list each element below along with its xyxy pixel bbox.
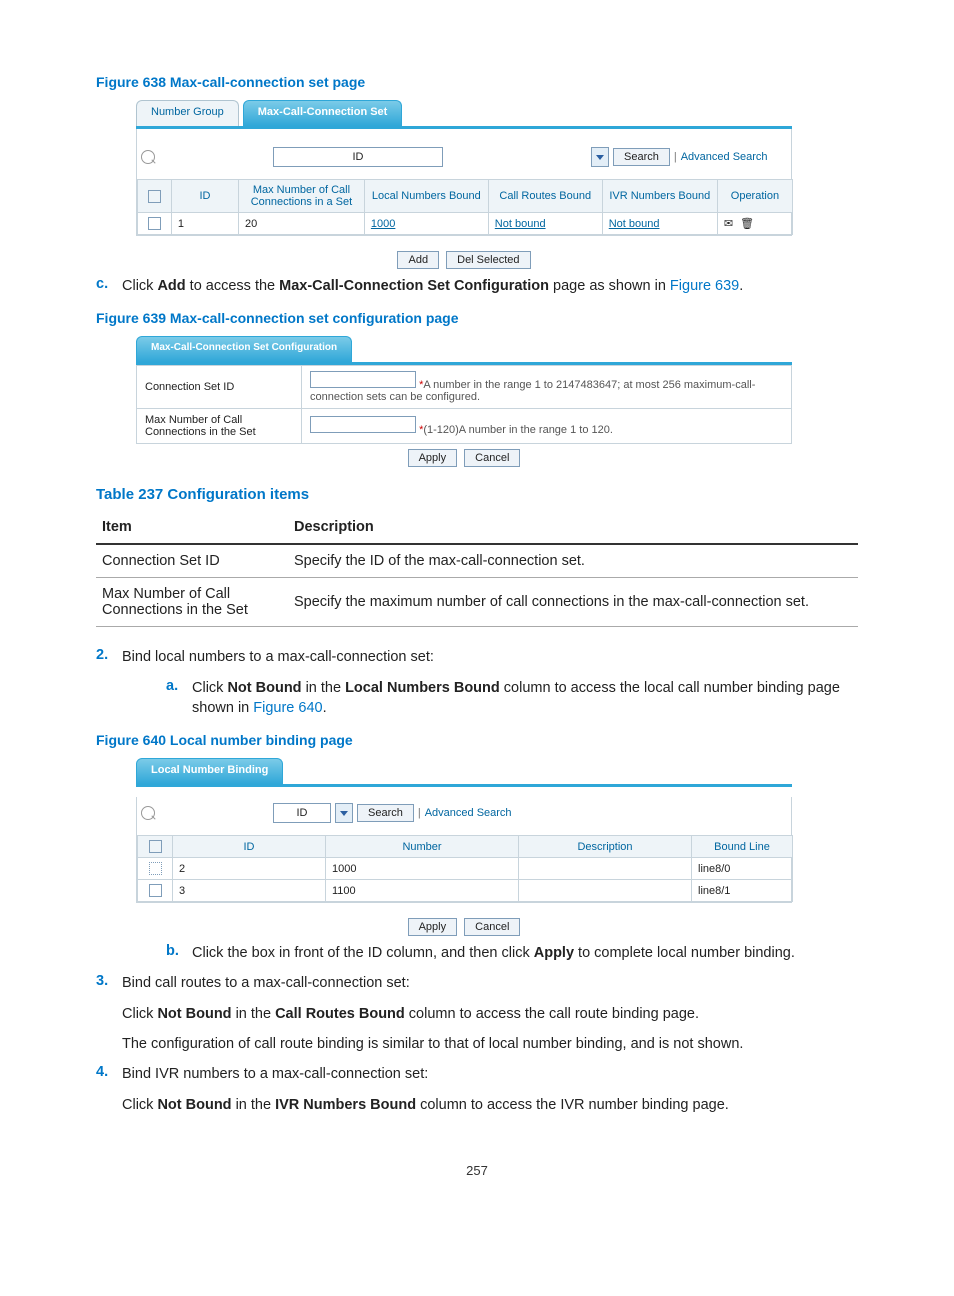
del-selected-button[interactable]: Del Selected (446, 251, 530, 269)
table-237-title: Table 237 Configuration items (96, 486, 858, 503)
ivr-bound-link[interactable]: Not bound (609, 218, 660, 230)
apply-button[interactable]: Apply (408, 918, 458, 936)
step-2a-text: Click Not Bound in the Local Numbers Bou… (192, 678, 858, 719)
search-button[interactable]: Search (357, 804, 414, 822)
col-bound: Bound Line (692, 836, 793, 858)
apply-button[interactable]: Apply (408, 449, 458, 467)
col-max: Max Number of Call Connections in a Set (239, 180, 365, 213)
cell-max: 20 (239, 213, 365, 235)
step-c-text: Click Add to access the Max-Call-Connect… (122, 276, 858, 296)
conn-set-id-input[interactable] (310, 371, 416, 388)
search-button[interactable]: Search (613, 148, 670, 166)
delete-icon[interactable]: 🗑 (740, 217, 754, 230)
col-id: ID (173, 836, 326, 858)
local-binding-table: ID Number Description Bound Line 21000li… (137, 835, 793, 902)
edit-icon[interactable]: ✉ (724, 217, 733, 230)
cell-id: 1 (171, 213, 238, 235)
search-icon (141, 806, 155, 820)
figure-639-ref[interactable]: Figure 639 (670, 278, 739, 294)
list-marker-a: a. (166, 678, 192, 719)
step-2-text: Bind local numbers to a max-call-connect… (122, 647, 858, 667)
hint-max-conn: *(1-120)A number in the range 1 to 120. (419, 424, 613, 436)
list-marker-c: c. (96, 276, 122, 296)
figure-638-caption: Figure 638 Max-call-connection set page (96, 74, 858, 90)
row-checkbox[interactable] (148, 217, 161, 230)
tab-number-group[interactable]: Number Group (136, 100, 239, 126)
tab-max-call-connection[interactable]: Max-Call-Connection Set (243, 100, 403, 126)
list-marker-2: 2. (96, 647, 122, 667)
list-marker-3: 3. (96, 973, 122, 1054)
advanced-search-link[interactable]: Advanced Search (681, 151, 768, 163)
step-4-l2: Click Not Bound in the IVR Numbers Bound… (122, 1095, 858, 1115)
row-checkbox[interactable] (149, 884, 162, 897)
col-ivr: IVR Numbers Bound (602, 180, 717, 213)
tab-row: Number Group Max-Call-Connection Set (136, 100, 792, 129)
row-checkbox[interactable] (149, 862, 162, 875)
figure-640-ref[interactable]: Figure 640 (253, 700, 322, 716)
dropdown-icon[interactable] (335, 803, 353, 823)
figure-640-caption: Figure 640 Local number binding page (96, 732, 858, 748)
tab-config[interactable]: Max-Call-Connection Set Configuration (136, 336, 352, 362)
figure-640-panel: Local Number Binding ID Search | Advance… (136, 758, 792, 933)
search-field-select[interactable]: ID (273, 147, 443, 167)
table-row: 31100line8/1 (138, 880, 793, 902)
step-3-l3: The configuration of call route binding … (122, 1034, 858, 1054)
routes-bound-link[interactable]: Not bound (495, 218, 546, 230)
table-row: Max Number of Call Connections in the Se… (96, 578, 858, 627)
max-call-table: ID Max Number of Call Connections in a S… (137, 179, 793, 235)
search-field-select[interactable]: ID (273, 803, 331, 823)
table-row: Connection Set IDSpecify the ID of the m… (96, 544, 858, 578)
figure-638-panel: Number Group Max-Call-Connection Set ID … (136, 100, 792, 266)
select-all-checkbox[interactable] (148, 190, 161, 203)
col-local: Local Numbers Bound (364, 180, 488, 213)
th-desc: Description (288, 511, 858, 544)
cancel-button[interactable]: Cancel (464, 918, 520, 936)
col-operation: Operation (717, 180, 792, 213)
step-3-l2: Click Not Bound in the Call Routes Bound… (122, 1004, 858, 1024)
col-routes: Call Routes Bound (488, 180, 602, 213)
dropdown-icon[interactable] (591, 147, 609, 167)
config-items-table: ItemDescription Connection Set IDSpecify… (96, 511, 858, 627)
figure-639-caption: Figure 639 Max-call-connection set confi… (96, 310, 858, 326)
th-item: Item (96, 511, 288, 544)
figure-639-panel: Max-Call-Connection Set Configuration Co… (136, 336, 792, 464)
select-all-checkbox[interactable] (149, 840, 162, 853)
local-bound-link[interactable]: 1000 (371, 218, 395, 230)
list-marker-4: 4. (96, 1064, 122, 1115)
step-3-l1: Bind call routes to a max-call-connectio… (122, 973, 858, 993)
tab-local-binding[interactable]: Local Number Binding (136, 758, 283, 784)
page-number: 257 (96, 1163, 858, 1178)
max-conn-input[interactable] (310, 416, 416, 433)
list-marker-b: b. (166, 943, 192, 963)
col-number: Number (326, 836, 519, 858)
advanced-search-link[interactable]: Advanced Search (425, 807, 512, 819)
step-2b-text: Click the box in front of the ID column,… (192, 943, 858, 963)
search-icon (141, 150, 155, 164)
table-row: 1 20 1000 Not bound Not bound ✉ 🗑 (138, 213, 793, 235)
label-max-conn: Max Number of Call Connections in the Se… (137, 409, 302, 444)
label-conn-set-id: Connection Set ID (137, 366, 302, 409)
cancel-button[interactable]: Cancel (464, 449, 520, 467)
col-desc: Description (519, 836, 692, 858)
col-id: ID (171, 180, 238, 213)
step-4-l1: Bind IVR numbers to a max-call-connectio… (122, 1064, 858, 1084)
add-button[interactable]: Add (397, 251, 439, 269)
table-row: 21000line8/0 (138, 858, 793, 880)
